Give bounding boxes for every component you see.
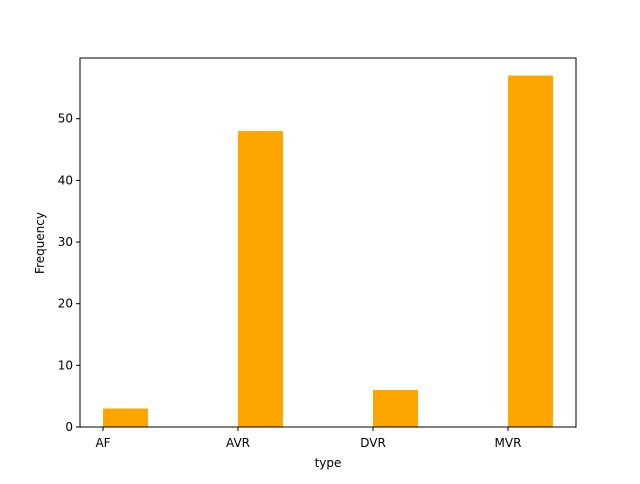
bar-dvr bbox=[373, 390, 418, 427]
bar-avr bbox=[238, 131, 283, 427]
y-tick-label: 30 bbox=[58, 235, 73, 249]
y-tick-label: 0 bbox=[65, 420, 73, 434]
y-tick-label: 40 bbox=[58, 173, 73, 187]
x-ticks-layer: AF AVR DVR MVR bbox=[95, 427, 521, 450]
plot-area bbox=[80, 58, 576, 427]
y-tick-label: 50 bbox=[58, 112, 73, 126]
y-ticks-layer: 0 10 20 30 40 50 bbox=[58, 112, 80, 434]
bar-af bbox=[103, 408, 148, 427]
x-tick-label-dvr: DVR bbox=[360, 436, 386, 450]
x-tick-label-avr: AVR bbox=[226, 436, 250, 450]
plot-frame bbox=[79, 57, 577, 428]
y-axis-label: Frequency bbox=[33, 212, 47, 274]
bars-layer bbox=[103, 75, 553, 428]
x-tick-label-mvr: MVR bbox=[495, 436, 522, 450]
y-tick-label: 20 bbox=[58, 297, 73, 311]
bar-mvr bbox=[508, 75, 553, 428]
x-axis-label: type bbox=[315, 456, 342, 470]
y-tick-label: 10 bbox=[58, 358, 73, 372]
x-tick-label-af: AF bbox=[95, 436, 110, 450]
